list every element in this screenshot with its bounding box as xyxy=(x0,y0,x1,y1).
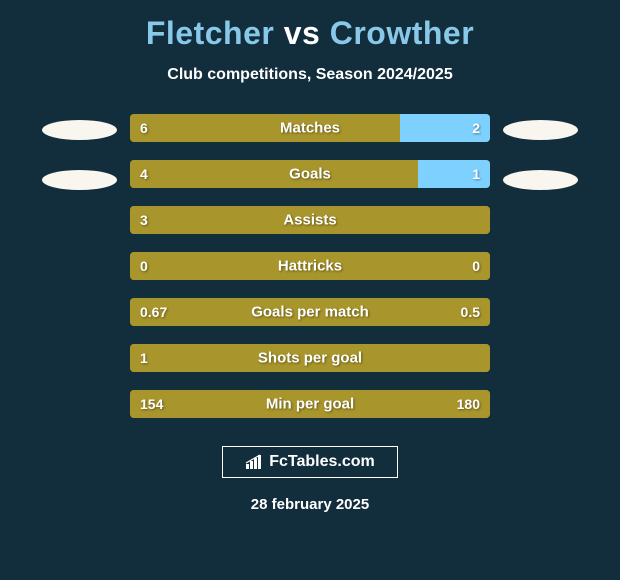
metric-bar-left xyxy=(130,114,400,142)
metric-value-left: 4 xyxy=(140,166,148,182)
bar-chart-icon xyxy=(245,454,263,470)
left-badges-col xyxy=(37,114,122,190)
site-logo-text: FcTables.com xyxy=(269,453,375,471)
date-label: 28 february 2025 xyxy=(251,496,369,513)
player2-club-badge xyxy=(503,120,578,140)
title-vs: vs xyxy=(284,15,321,51)
metric-value-right: 0.5 xyxy=(461,304,480,320)
player2-country-badge xyxy=(503,170,578,190)
metric-row: Goals per match 0.67 0.5 xyxy=(130,298,490,326)
metric-row: Hattricks 0 0 xyxy=(130,252,490,280)
metric-value-left: 154 xyxy=(140,396,163,412)
metric-label: Hattricks xyxy=(278,258,342,275)
title-player1: Fletcher xyxy=(146,15,274,51)
subtitle: Club competitions, Season 2024/2025 xyxy=(167,66,452,84)
right-badges-col xyxy=(498,114,583,190)
metric-row: Assists 3 xyxy=(130,206,490,234)
metric-row: Shots per goal 1 xyxy=(130,344,490,372)
metric-value-left: 3 xyxy=(140,212,148,228)
site-logo: FcTables.com xyxy=(222,446,398,478)
metric-row: Min per goal 154 180 xyxy=(130,390,490,418)
metric-value-right: 180 xyxy=(457,396,480,412)
metric-row: Matches 6 2 xyxy=(130,114,490,142)
metric-value-left: 6 xyxy=(140,120,148,136)
metric-value-left: 0.67 xyxy=(140,304,167,320)
player1-country-badge xyxy=(42,170,117,190)
metric-label: Goals xyxy=(289,166,331,183)
title: Fletcher vs Crowther xyxy=(146,15,474,52)
metric-label: Goals per match xyxy=(251,304,369,321)
chart-area: Matches 6 2 Goals 4 1 Assists 3 Hattricks 0 0 Goals… xyxy=(10,114,610,418)
metric-label: Min per goal xyxy=(266,396,354,413)
metric-value-right: 1 xyxy=(472,166,480,182)
metric-row: Goals 4 1 xyxy=(130,160,490,188)
metric-value-right: 2 xyxy=(472,120,480,136)
player1-club-badge xyxy=(42,120,117,140)
metric-label: Shots per goal xyxy=(258,350,362,367)
metric-label: Assists xyxy=(283,212,336,229)
metric-bar-left xyxy=(130,160,418,188)
metrics-bars: Matches 6 2 Goals 4 1 Assists 3 Hattricks 0 0 Goals… xyxy=(130,114,490,418)
metric-label: Matches xyxy=(280,120,340,137)
comparison-card: Fletcher vs Crowther Club competitions, … xyxy=(0,0,620,580)
metric-value-left: 1 xyxy=(140,350,148,366)
metric-value-left: 0 xyxy=(140,258,148,274)
metric-value-right: 0 xyxy=(472,258,480,274)
title-player2: Crowther xyxy=(330,15,474,51)
